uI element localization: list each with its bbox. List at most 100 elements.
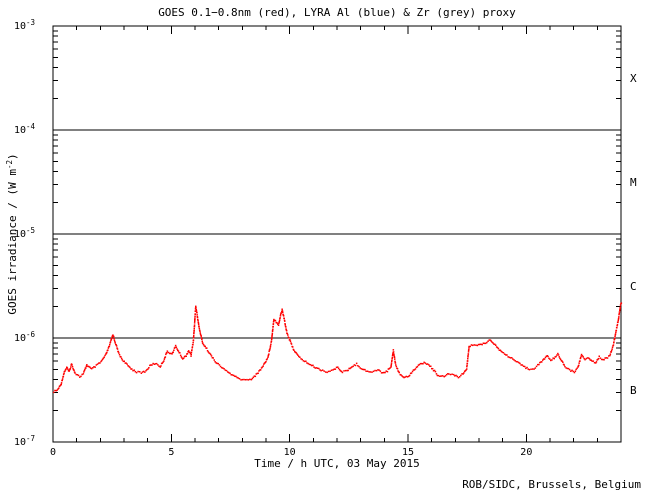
data-point-dot (428, 364, 430, 366)
data-point-dot (149, 364, 151, 367)
data-point-dot (566, 367, 569, 370)
data-point-dot (531, 368, 534, 370)
data-point-dot (374, 369, 376, 372)
data-point-dot (503, 353, 506, 355)
data-point-dot (200, 335, 202, 337)
data-point-dot (139, 371, 141, 373)
data-point-dot (352, 365, 354, 368)
flare-class-label: C (630, 280, 637, 293)
data-point-dot (597, 358, 599, 361)
data-point-dot (62, 373, 65, 376)
data-point-dot (73, 371, 76, 373)
data-point-dot (344, 369, 347, 372)
data-point-dot (113, 337, 115, 340)
data-point-dot (391, 354, 394, 357)
data-point-dot (273, 320, 275, 322)
data-point-dot (198, 326, 200, 328)
data-point-dot (364, 368, 366, 371)
data-point-dot (574, 370, 577, 372)
data-point-dot (115, 345, 118, 347)
data-point-dot (419, 362, 422, 365)
data-point-dot (557, 354, 560, 356)
data-point-dot (329, 370, 331, 372)
data-point-dot (410, 372, 413, 374)
data-point-dot (448, 373, 450, 375)
data-point-dot (152, 362, 154, 365)
data-point-dot (339, 370, 342, 372)
data-point-dot (377, 369, 379, 371)
data-point-dot (107, 347, 110, 349)
data-point-dot (194, 313, 196, 315)
x-tick-label: 10 (284, 447, 296, 458)
data-point-dot (599, 357, 602, 359)
data-point-dot (279, 317, 281, 319)
data-point-dot (79, 376, 81, 378)
data-point-dot (198, 329, 201, 331)
data-point-dot (388, 367, 390, 370)
data-point-dot (429, 365, 431, 367)
data-point-dot (350, 366, 352, 369)
data-point-dot (135, 371, 138, 374)
data-point-dot (399, 373, 401, 376)
data-point-dot (443, 375, 445, 378)
data-point-dot (137, 370, 139, 373)
data-point-dot (433, 369, 436, 372)
data-point-dot (323, 370, 325, 372)
data-point-dot (550, 359, 552, 362)
data-point-dot (302, 360, 305, 362)
data-point-dot (199, 332, 201, 334)
data-point-dot (437, 374, 440, 377)
data-point-dot (193, 329, 195, 332)
data-point-dot (277, 323, 279, 325)
data-point-dot (118, 352, 120, 354)
data-point-dot (608, 355, 610, 357)
data-point-dot (551, 359, 553, 361)
data-point-dot (287, 334, 289, 336)
data-point-dot (83, 369, 86, 372)
data-point-dot (491, 341, 493, 343)
data-point-dot (403, 376, 405, 379)
data-point-dot (199, 333, 202, 336)
data-point-dot (73, 369, 75, 372)
data-point-dot (82, 373, 85, 375)
data-point-dot (271, 329, 274, 332)
data-point-dot (580, 353, 583, 356)
data-point-dot (454, 375, 456, 377)
data-point-dot (282, 311, 284, 313)
data-point-dot (179, 354, 182, 357)
data-point-dot (224, 369, 227, 371)
data-point-dot (247, 379, 250, 381)
data-point-dot (468, 345, 470, 348)
data-point-dot (86, 364, 88, 366)
data-point-dot (196, 314, 198, 316)
data-point-dot (98, 362, 100, 364)
data-point-dot (603, 359, 605, 361)
data-point-dot (447, 373, 449, 375)
data-point-dot (440, 375, 442, 377)
data-point-dot (482, 342, 485, 344)
data-point-dot (535, 365, 538, 368)
data-point-dot (477, 343, 480, 346)
data-point-dot (618, 312, 620, 315)
data-point-dot (563, 364, 565, 366)
data-point-dot (281, 310, 284, 312)
data-point-dot (109, 341, 112, 343)
data-point-dot (341, 371, 344, 374)
data-point-dot (615, 329, 618, 332)
data-point-dot (469, 345, 471, 348)
data-point-dot (217, 362, 219, 365)
data-point-dot (72, 367, 74, 370)
data-point-dot (408, 374, 411, 377)
data-point-dot (618, 311, 621, 313)
data-point-dot (390, 362, 393, 364)
data-point-dot (284, 320, 286, 322)
data-point-dot (81, 373, 83, 376)
data-point-dot (158, 365, 160, 367)
data-point-dot (56, 389, 58, 391)
data-point-dot (395, 365, 398, 368)
data-point-dot (63, 372, 65, 375)
data-point-dot (334, 368, 337, 370)
data-point-dot (58, 385, 61, 388)
data-point-dot (121, 359, 124, 361)
